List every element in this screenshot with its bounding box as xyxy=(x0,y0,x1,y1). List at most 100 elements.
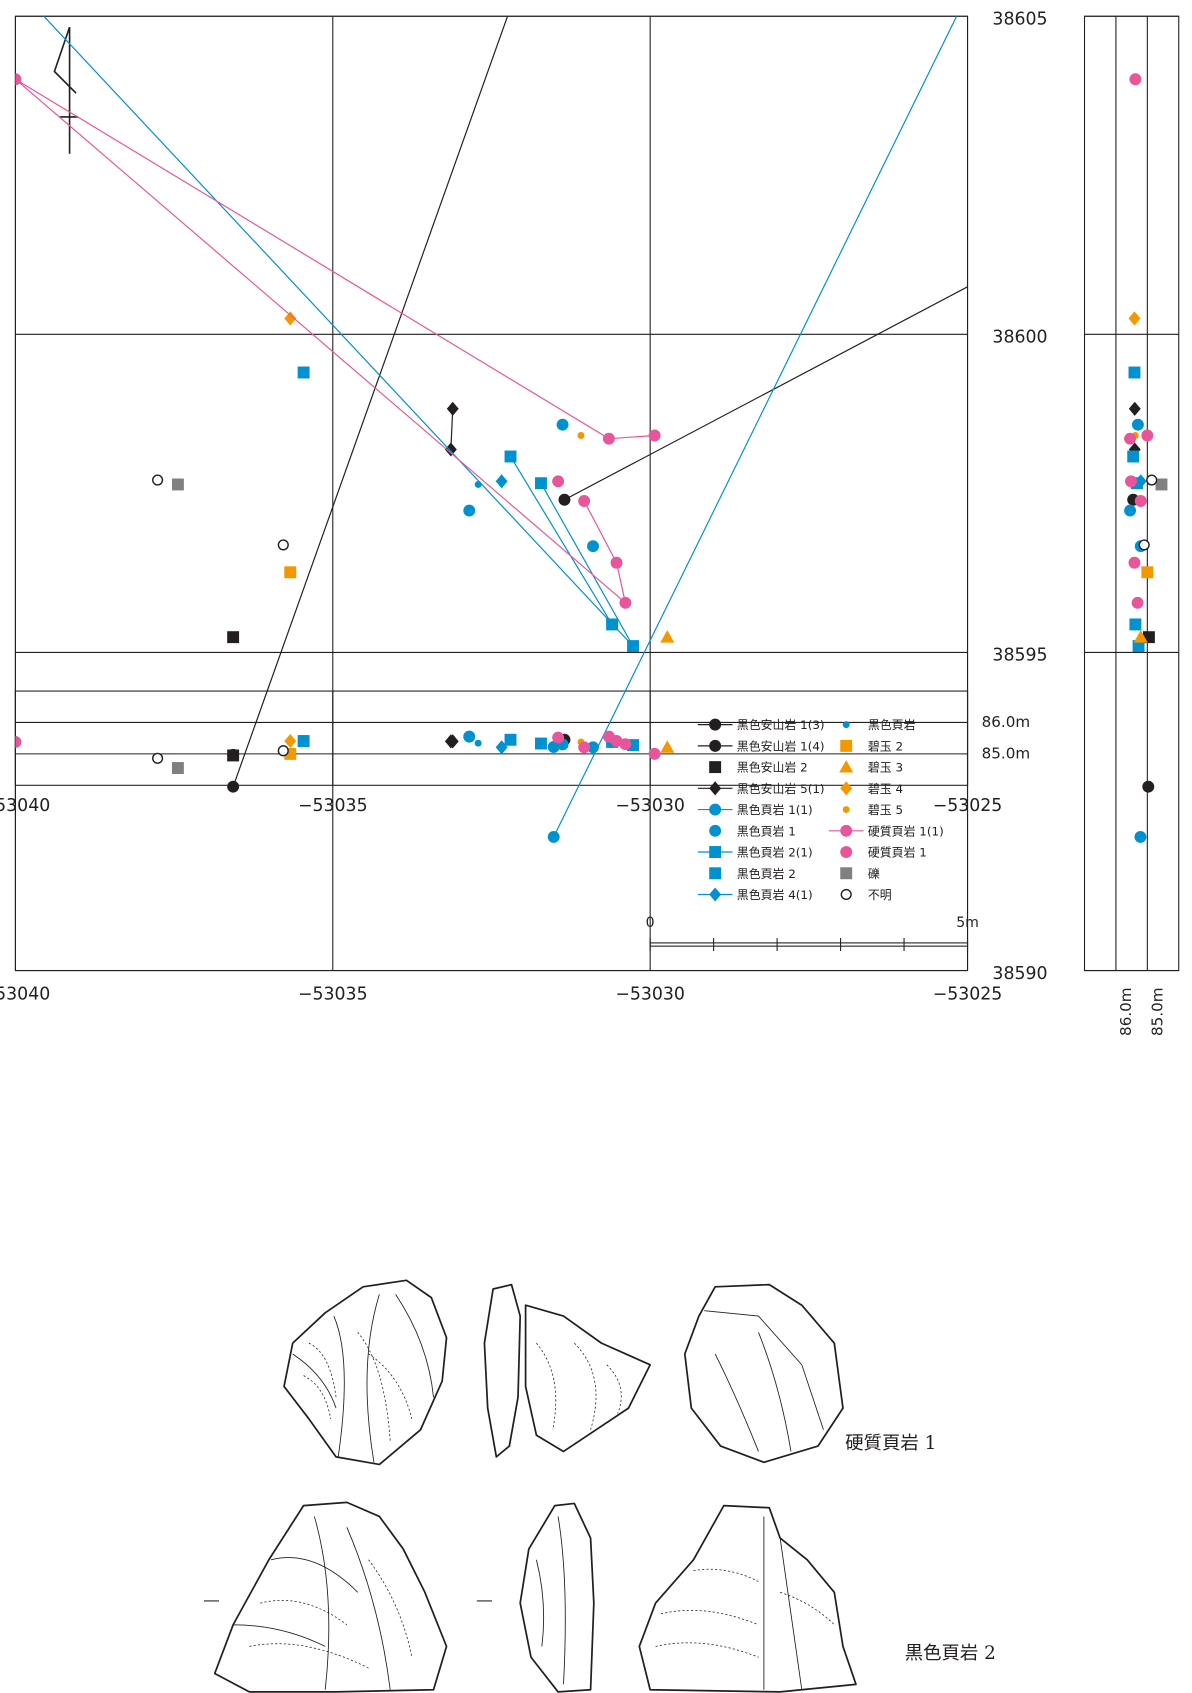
point xyxy=(152,752,164,764)
refit-line xyxy=(553,16,958,838)
legend-marker xyxy=(709,867,722,880)
point xyxy=(1128,366,1141,379)
point xyxy=(1131,596,1144,609)
legend-label: 碧玉 4 xyxy=(868,782,903,796)
point xyxy=(277,539,289,551)
legend-marker xyxy=(840,781,853,796)
point xyxy=(152,474,164,486)
point xyxy=(227,780,240,793)
point xyxy=(1142,631,1155,644)
point xyxy=(602,432,615,445)
ns-section xyxy=(1124,73,1168,843)
scale-bar xyxy=(649,942,969,947)
plan-view xyxy=(15,16,1005,843)
legend-marker xyxy=(709,887,722,902)
point xyxy=(1131,418,1144,431)
point xyxy=(15,73,22,86)
frame xyxy=(1083,15,1180,972)
point xyxy=(1132,640,1145,653)
y-tick-label: 38600 xyxy=(992,328,1047,348)
point xyxy=(171,478,184,491)
point xyxy=(1129,73,1142,86)
legend-label: 硬質頁岩 1(1) xyxy=(868,824,944,838)
artifact-drawings: 硬質頁岩 1 黒色頁岩 2 xyxy=(203,1279,996,1693)
point xyxy=(1127,450,1140,463)
point xyxy=(1142,780,1155,793)
point xyxy=(227,631,240,644)
point xyxy=(552,731,565,744)
point xyxy=(1124,504,1137,517)
point xyxy=(1125,475,1137,488)
point xyxy=(587,741,599,754)
legend-marker xyxy=(840,739,853,752)
point xyxy=(227,749,240,762)
point xyxy=(1128,401,1141,416)
point xyxy=(284,311,297,326)
legend-label: 黒色頁岩 xyxy=(868,718,916,732)
x-tick-label: −53040 xyxy=(0,796,50,816)
x-tick-label: −53040 xyxy=(0,984,50,1004)
point xyxy=(606,618,619,631)
y-tick-label: 38595 xyxy=(992,646,1047,666)
point xyxy=(504,733,517,746)
point xyxy=(474,739,482,747)
point xyxy=(535,737,547,750)
point xyxy=(577,432,585,439)
point xyxy=(504,450,517,463)
point xyxy=(284,733,297,749)
point xyxy=(495,474,508,489)
x-tick-label: −53035 xyxy=(298,796,368,816)
scale-label: 0 xyxy=(646,915,655,931)
point xyxy=(495,740,508,755)
x-tick-label: −53025 xyxy=(933,984,1003,1004)
point xyxy=(1141,429,1154,442)
point xyxy=(171,762,184,774)
point xyxy=(444,734,457,749)
point xyxy=(1133,630,1148,643)
point xyxy=(556,418,569,431)
refit-line xyxy=(450,408,454,450)
y-tick-label: 38605 xyxy=(992,9,1047,29)
point xyxy=(297,366,310,379)
legend-marker xyxy=(840,888,852,901)
legend-marker xyxy=(842,806,850,814)
scale-label: 5m xyxy=(956,915,979,931)
point xyxy=(284,566,297,579)
legend-marker xyxy=(709,803,722,816)
legend-label: 黒色頁岩 2(1) xyxy=(737,846,813,860)
refit-line xyxy=(15,78,655,605)
point xyxy=(297,735,310,747)
z-tick-label: 85.0m xyxy=(1149,987,1167,1036)
refit-line xyxy=(564,286,968,501)
point xyxy=(444,442,457,457)
point xyxy=(648,429,661,442)
legend-label: 不明 xyxy=(868,888,892,902)
point xyxy=(552,475,565,488)
refit-line xyxy=(43,16,634,647)
legend-marker xyxy=(709,761,722,774)
point xyxy=(993,264,1005,276)
legend-label: 碧玉 5 xyxy=(868,803,903,817)
legend-label: 黒色頁岩 4(1) xyxy=(737,888,813,902)
y-tick-label: 38590 xyxy=(992,964,1047,984)
figure-caption: 硬質頁岩 1 xyxy=(845,1433,936,1454)
point xyxy=(610,556,623,569)
frame xyxy=(14,690,969,786)
point xyxy=(610,735,623,747)
figure-caption: 黒色頁岩 2 xyxy=(905,1643,996,1664)
point xyxy=(1146,474,1158,486)
point xyxy=(1134,495,1147,507)
legend-label: 礫 xyxy=(868,867,880,881)
legend-marker xyxy=(709,718,722,731)
point xyxy=(1155,478,1168,491)
point xyxy=(277,745,289,757)
x-tick-label: −53030 xyxy=(615,984,685,1004)
point xyxy=(1129,618,1142,631)
legend-marker xyxy=(709,824,722,837)
point xyxy=(578,495,591,507)
point xyxy=(619,596,632,609)
legend-label: 黒色頁岩 2 xyxy=(737,867,796,881)
legend-marker xyxy=(709,846,722,858)
legend-label: 硬質頁岩 1 xyxy=(868,846,927,860)
north-arrow xyxy=(53,26,79,154)
